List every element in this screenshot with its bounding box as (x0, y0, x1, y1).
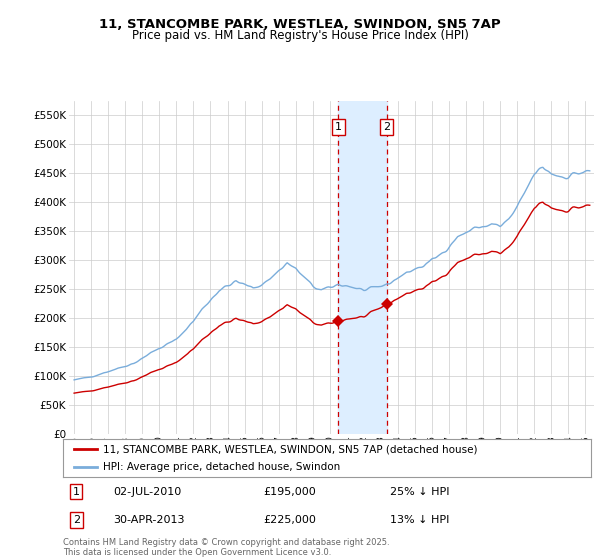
Text: 11, STANCOMBE PARK, WESTLEA, SWINDON, SN5 7AP: 11, STANCOMBE PARK, WESTLEA, SWINDON, SN… (99, 18, 501, 31)
Text: 02-JUL-2010: 02-JUL-2010 (113, 487, 181, 497)
Text: £225,000: £225,000 (263, 515, 317, 525)
Text: 1: 1 (73, 487, 80, 497)
Text: 2: 2 (383, 122, 390, 132)
Text: 1: 1 (335, 122, 342, 132)
Text: Contains HM Land Registry data © Crown copyright and database right 2025.
This d: Contains HM Land Registry data © Crown c… (63, 538, 389, 557)
Text: Price paid vs. HM Land Registry's House Price Index (HPI): Price paid vs. HM Land Registry's House … (131, 29, 469, 42)
Text: 30-APR-2013: 30-APR-2013 (113, 515, 185, 525)
Text: HPI: Average price, detached house, Swindon: HPI: Average price, detached house, Swin… (103, 462, 340, 472)
Text: 2: 2 (73, 515, 80, 525)
Text: 11, STANCOMBE PARK, WESTLEA, SWINDON, SN5 7AP (detached house): 11, STANCOMBE PARK, WESTLEA, SWINDON, SN… (103, 444, 477, 454)
Text: £195,000: £195,000 (263, 487, 316, 497)
Text: 13% ↓ HPI: 13% ↓ HPI (391, 515, 450, 525)
Bar (338, 101, 386, 434)
Text: 25% ↓ HPI: 25% ↓ HPI (391, 487, 450, 497)
